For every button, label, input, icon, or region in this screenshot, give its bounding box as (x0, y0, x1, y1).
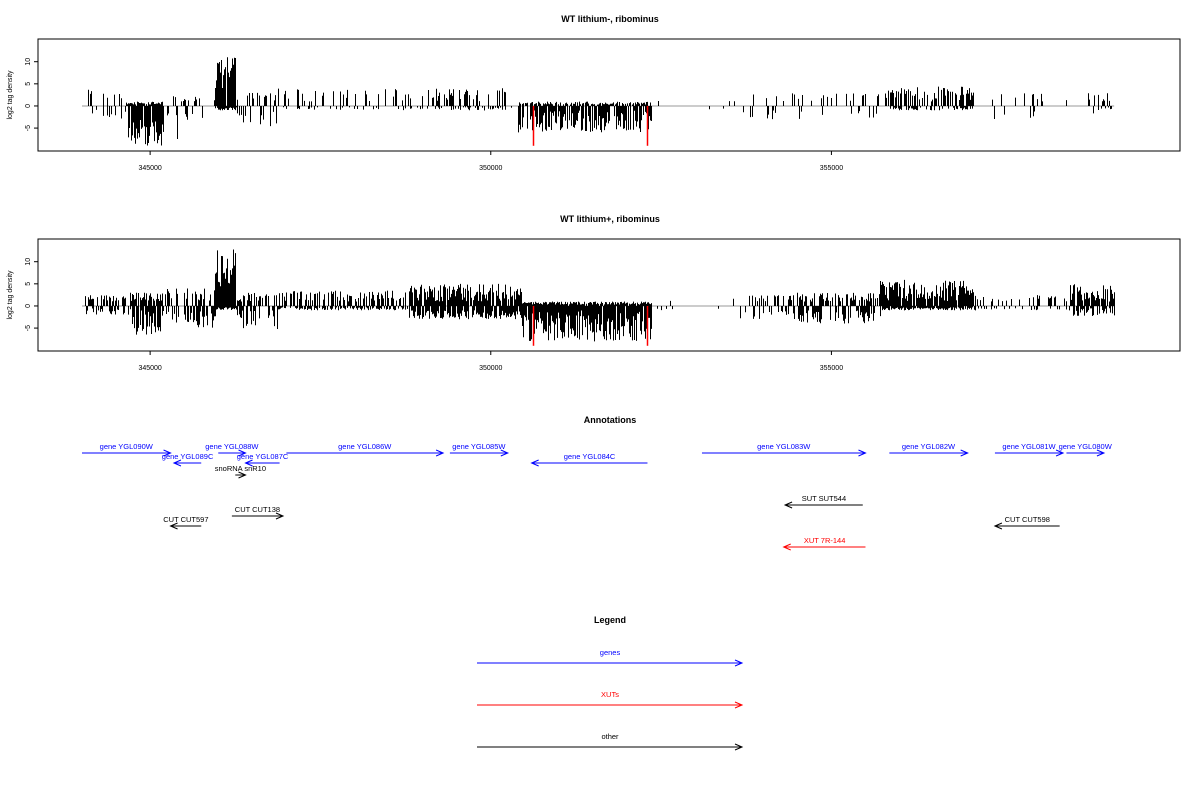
gene-feature: gene YGL081W (994, 442, 1065, 457)
other-feature: snoRNA snR10 (215, 464, 266, 479)
other-arrow-head (169, 522, 178, 530)
gene-feature: gene YGL088W (205, 442, 259, 457)
gene-arrow-head (244, 459, 253, 467)
legend-arrow-head (734, 659, 744, 667)
legend-items: genes XUTs other (477, 648, 744, 751)
other-label: CUT CUT597 (163, 515, 208, 524)
panel-2-frame (37, 238, 1181, 352)
gene-label: gene YGL080W (1059, 442, 1113, 451)
other-arrow-head (783, 501, 793, 509)
gene-label: gene YGL090W (100, 442, 154, 451)
legend-label: other (601, 732, 619, 741)
xut-feature: XUT 7R-144 (782, 536, 866, 551)
other-feature: CUT CUT597 (163, 515, 209, 530)
panel-1-frame (37, 38, 1181, 152)
panel-2-title: WT lithium+, ribominus (560, 214, 660, 224)
gene-feature: gene YGL080W (1059, 442, 1113, 457)
gene-arrow-head (960, 449, 969, 457)
other-feature: SUT SUT544 (783, 494, 863, 509)
legend-arrow-head (734, 701, 744, 709)
legend-label: genes (600, 648, 621, 657)
xut-arrow-head (782, 543, 791, 551)
gene-arrow-head (172, 459, 182, 467)
panel-1-title: WT lithium-, ribominus (561, 14, 659, 24)
other-label: CUT CUT138 (235, 505, 280, 514)
legend-title: Legend (594, 615, 626, 625)
gene-feature: gene YGL084C (530, 452, 648, 467)
panel-2-x-axis: 345000 350000 355000 (138, 351, 843, 372)
x-tick-label: 355000 (820, 165, 843, 172)
gene-label: gene YGL082W (902, 442, 956, 451)
gene-feature: gene YGL085W (449, 442, 510, 457)
other-label: SUT SUT544 (802, 494, 846, 503)
gene-feature: gene YGL090W (82, 442, 172, 457)
y-tick-label: 10 (25, 258, 32, 266)
panel-1: WT lithium-, ribominus log2 tag density … (7, 14, 1181, 172)
other-label: snoRNA snR10 (215, 464, 266, 473)
xut-label: XUT 7R-144 (804, 536, 846, 545)
legend: Legend genes XUTs other (477, 615, 744, 751)
gene-label: gene YGL081W (1002, 442, 1056, 451)
x-tick-label: 345000 (138, 165, 161, 172)
gene-arrow-head (238, 449, 247, 457)
gene-label: gene YGL086W (338, 442, 392, 451)
legend-arrow-head (734, 743, 744, 751)
panel-2: WT lithium+, ribominus log2 tag density … (7, 214, 1181, 372)
gene-feature: gene YGL086W (286, 442, 445, 457)
gene-feature: gene YGL089C (162, 452, 214, 467)
gene-feature: gene YGL083W (701, 442, 867, 457)
gene-label: gene YGL089C (162, 452, 214, 461)
panel-2-ylabel: log2 tag density (7, 270, 14, 320)
legend-label: XUTs (601, 690, 619, 699)
gene-arrow-head (435, 449, 445, 457)
y-tick-label: -5 (25, 125, 32, 131)
x-tick-label: 355000 (820, 365, 843, 372)
gene-label: gene YGL085W (452, 442, 506, 451)
other-arrow-head (275, 512, 285, 520)
other-feature: CUT CUT138 (231, 505, 285, 520)
gene-arrow-head (1096, 449, 1106, 457)
y-tick-label: 10 (25, 58, 32, 66)
panel-1-ylabel: log2 tag density (7, 70, 14, 120)
x-tick-label: 350000 (479, 165, 502, 172)
gene-arrow-head (858, 449, 867, 457)
gene-arrow-head (500, 449, 510, 457)
panel-2-bars (82, 249, 1115, 346)
gene-feature: gene YGL082W (889, 442, 969, 457)
y-tick-label: -5 (25, 325, 32, 331)
legend-item: other (477, 732, 744, 751)
y-tick-label: 0 (25, 304, 32, 308)
gene-label: gene YGL088W (205, 442, 259, 451)
x-tick-label: 345000 (138, 365, 161, 372)
panel-2-y-axis: -5 0 5 10 (25, 258, 38, 331)
other-arrow-head (238, 471, 247, 479)
panel-1-y-axis: -5 0 5 10 (25, 58, 38, 131)
other-arrow-head (993, 522, 1003, 530)
gene-arrow-head (163, 449, 172, 457)
other-feature: CUT CUT598 (993, 515, 1060, 530)
panel-1-bars (82, 57, 1115, 146)
x-tick-label: 350000 (479, 365, 502, 372)
y-tick-label: 5 (25, 82, 32, 86)
gene-label: gene YGL087C (237, 452, 289, 461)
other-label: CUT CUT598 (1005, 515, 1050, 524)
gene-arrow-head (1055, 449, 1065, 457)
gene-feature: gene YGL087C (237, 452, 289, 467)
panel-1-x-axis: 345000 350000 355000 (138, 151, 843, 172)
legend-item: XUTs (477, 690, 744, 709)
y-tick-label: 5 (25, 282, 32, 286)
gene-label: gene YGL083W (757, 442, 811, 451)
gene-arrow-head (530, 459, 539, 467)
legend-item: genes (477, 648, 744, 667)
annotations-title: Annotations (584, 415, 637, 425)
gene-label: gene YGL084C (564, 452, 616, 461)
y-tick-label: 0 (25, 104, 32, 108)
